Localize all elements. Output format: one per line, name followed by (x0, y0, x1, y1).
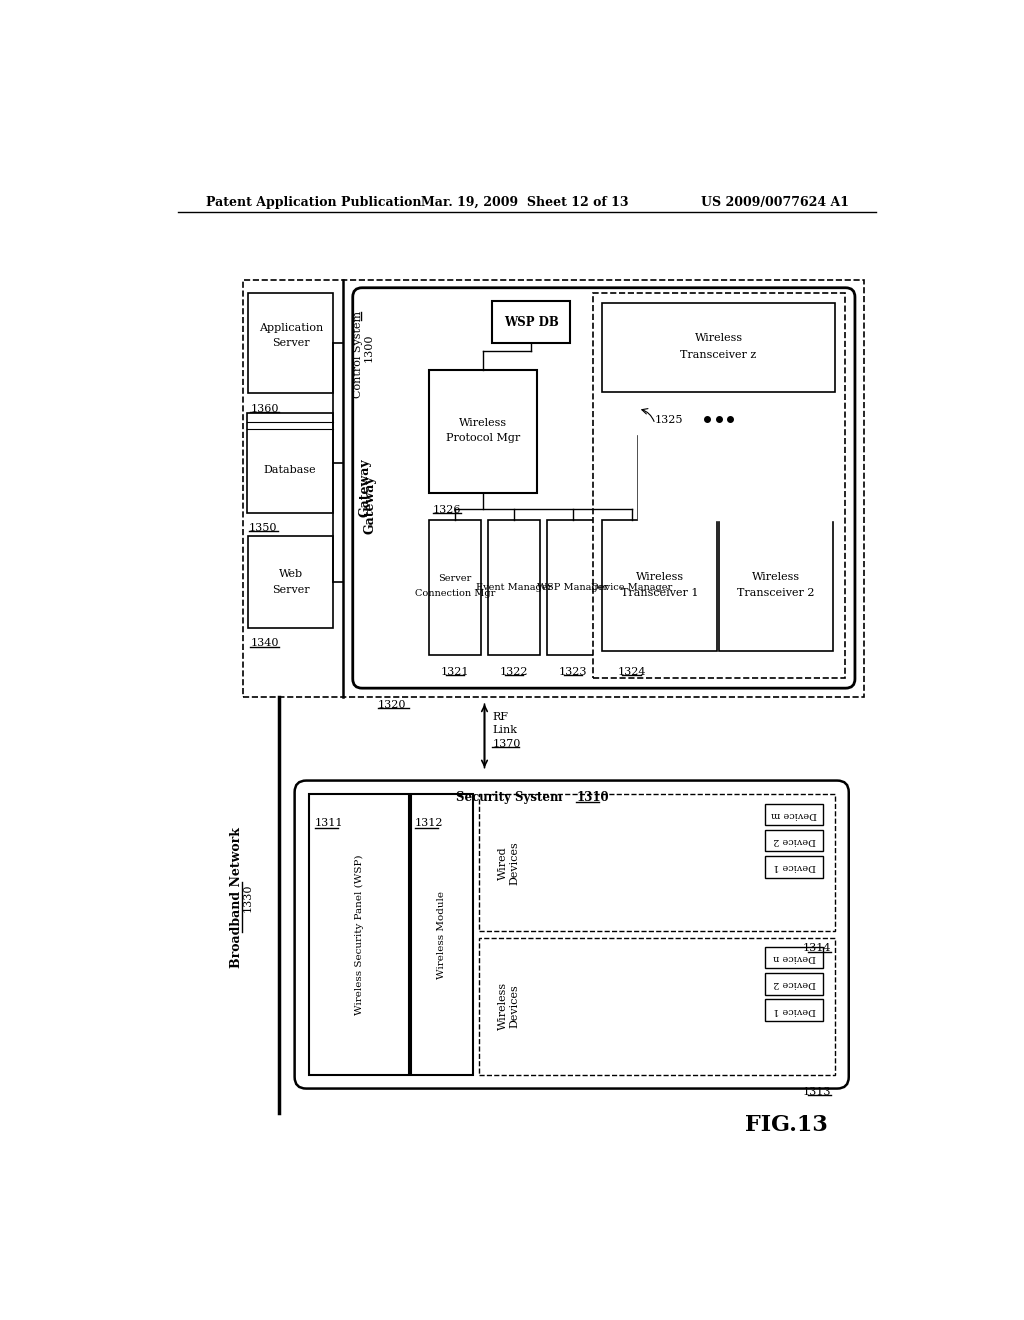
Bar (602, 304, 835, 392)
Bar (547, 520, 599, 655)
Bar (479, 937, 835, 1074)
Text: Link: Link (493, 725, 517, 735)
Text: Control System: Control System (352, 312, 362, 399)
Text: 1323: 1323 (559, 667, 587, 677)
Text: 1330: 1330 (243, 883, 253, 912)
Text: 1313: 1313 (803, 1086, 830, 1097)
Text: Patent Application Publication: Patent Application Publication (206, 195, 421, 209)
Bar (765, 999, 823, 1020)
Text: 1322: 1322 (500, 667, 528, 677)
Text: Protocol Mgr: Protocol Mgr (445, 433, 520, 444)
Text: Wireless
Devices: Wireless Devices (498, 982, 519, 1030)
Bar (243, 280, 864, 697)
Text: Transceiver 1: Transceiver 1 (621, 589, 698, 598)
Bar (765, 946, 823, 969)
Text: 1325: 1325 (655, 416, 683, 425)
Text: 1324: 1324 (617, 667, 646, 677)
Bar (493, 301, 569, 343)
Bar (479, 795, 835, 932)
Bar (605, 520, 658, 655)
Bar (247, 413, 334, 512)
Bar (638, 436, 836, 520)
Text: WSP Manager: WSP Manager (538, 583, 608, 593)
Text: 1321: 1321 (440, 667, 469, 677)
Text: 1320: 1320 (378, 700, 407, 710)
Text: 1300: 1300 (364, 334, 374, 362)
Bar (429, 520, 481, 655)
FancyBboxPatch shape (295, 780, 849, 1089)
Text: 1326: 1326 (432, 506, 461, 515)
Text: Connection Mgr: Connection Mgr (415, 589, 496, 598)
Text: Wireless Security Panel (WSP): Wireless Security Panel (WSP) (354, 854, 364, 1015)
Text: Mar. 19, 2009  Sheet 12 of 13: Mar. 19, 2009 Sheet 12 of 13 (421, 195, 629, 209)
Text: Event Manager: Event Manager (476, 583, 552, 593)
Text: Device m: Device m (771, 810, 817, 818)
Text: Device 2: Device 2 (773, 836, 815, 845)
Text: Server: Server (272, 338, 309, 348)
Bar (602, 520, 717, 651)
Bar (765, 973, 823, 995)
Text: Wireless: Wireless (694, 333, 742, 343)
Text: 1314: 1314 (803, 944, 830, 953)
Text: 1370: 1370 (493, 739, 520, 748)
Text: Wired
Devices: Wired Devices (498, 841, 519, 884)
Text: Transceiver 2: Transceiver 2 (737, 589, 815, 598)
Bar (411, 795, 473, 1074)
Text: Wireless: Wireless (636, 572, 684, 582)
Bar (638, 432, 840, 520)
Text: Device 2: Device 2 (773, 979, 815, 989)
Text: Device 1: Device 1 (773, 1006, 815, 1015)
Text: RF: RF (493, 711, 508, 722)
Bar (593, 293, 845, 678)
Bar (487, 520, 541, 655)
Bar (308, 795, 410, 1074)
Text: 1312: 1312 (415, 818, 443, 828)
Text: Wireless: Wireless (459, 417, 507, 428)
Bar (248, 293, 334, 393)
Text: Device 1: Device 1 (773, 862, 815, 871)
Bar (248, 536, 334, 628)
Bar (765, 804, 823, 825)
Text: Database: Database (263, 465, 316, 475)
Text: 1350: 1350 (249, 523, 278, 533)
Text: Wireless Module: Wireless Module (437, 891, 446, 978)
Text: Server: Server (272, 585, 309, 594)
Bar (765, 857, 823, 878)
Text: 1360: 1360 (251, 404, 279, 413)
Bar (429, 370, 538, 494)
Text: 1340: 1340 (251, 639, 279, 648)
Bar (719, 520, 834, 651)
FancyBboxPatch shape (352, 288, 855, 688)
Text: 1311: 1311 (314, 818, 343, 828)
Text: Application: Application (259, 323, 323, 333)
Text: Device Manager: Device Manager (591, 583, 673, 593)
Text: Device n: Device n (773, 953, 815, 962)
Text: US 2009/0077624 A1: US 2009/0077624 A1 (700, 195, 849, 209)
Bar (765, 830, 823, 851)
Text: Transceiver z: Transceiver z (680, 350, 757, 360)
Text: FIG.13: FIG.13 (745, 1114, 828, 1135)
Text: Wireless: Wireless (752, 572, 800, 582)
Text: Transceiver 2: Transceiver 2 (698, 480, 775, 491)
Text: WSP DB: WSP DB (504, 315, 558, 329)
Text: 1310: 1310 (577, 791, 609, 804)
Text: Gateway: Gateway (358, 458, 372, 517)
Text: Server: Server (438, 574, 472, 583)
Text: Broadband Network: Broadband Network (230, 828, 243, 968)
Text: Security System: Security System (457, 791, 563, 804)
Text: Gateway: Gateway (364, 475, 376, 535)
Text: Wireless: Wireless (713, 463, 761, 474)
Text: Web: Web (279, 569, 303, 579)
